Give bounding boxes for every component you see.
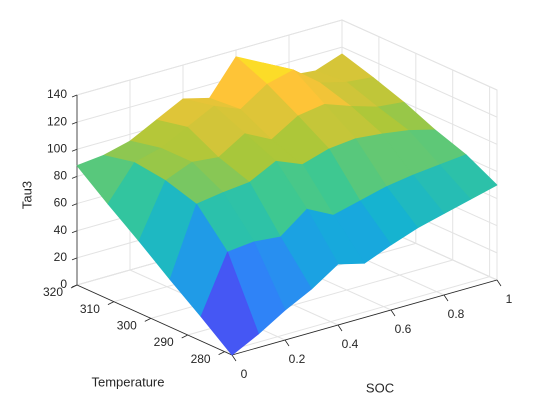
tick-mark	[107, 301, 115, 306]
z-tick-label: 20	[54, 250, 68, 264]
y-tick-label: 320	[43, 285, 63, 299]
tick-mark	[284, 339, 290, 347]
grid-line	[341, 19, 498, 91]
tick-mark	[70, 284, 78, 289]
tick-mark	[390, 309, 396, 317]
y-axis-label: Temperature	[92, 374, 165, 389]
y-tick-label: 290	[154, 335, 174, 349]
y-tick-label: 300	[117, 319, 137, 333]
tick-mark	[337, 324, 343, 332]
x-tick-label: 0.4	[342, 337, 359, 351]
z-tick-label: 40	[54, 223, 68, 237]
grid-line	[76, 46, 343, 123]
tick-mark	[181, 334, 188, 339]
x-axis-label: SOC	[366, 380, 394, 395]
z-tick-label: 100	[47, 141, 67, 155]
z-tick-label: 140	[47, 87, 67, 101]
z-tick-label: 120	[47, 114, 67, 128]
surface-cell	[200, 251, 259, 356]
tick-mark	[71, 121, 78, 125]
y-tick-label: 310	[80, 302, 100, 316]
x-tick-label: 0.6	[395, 322, 412, 336]
tick-mark	[218, 351, 225, 356]
grid-line	[76, 19, 343, 96]
tick-mark	[71, 176, 78, 179]
y-tick-label: 280	[191, 352, 211, 366]
z-tick-label: 0	[60, 277, 67, 291]
tick-mark	[71, 230, 78, 234]
tick-mark	[443, 294, 449, 302]
tick-mark	[231, 354, 237, 362]
x-tick-label: 1	[506, 292, 513, 306]
x-tick-label: 0.2	[289, 352, 306, 366]
z-axis-label: Tau3	[19, 181, 34, 209]
axis-line	[76, 284, 233, 356]
axis-line	[231, 279, 498, 356]
z-tick-label: 80	[54, 169, 68, 183]
x-tick-label: 0.8	[448, 307, 465, 321]
grid-line	[224, 276, 490, 353]
tick-mark	[71, 148, 78, 152]
tick-mark	[71, 203, 78, 206]
z-tick-label: 60	[54, 196, 68, 210]
grid-line	[341, 46, 498, 118]
tick-mark	[496, 279, 502, 287]
tick-mark	[144, 317, 151, 322]
tick-mark	[71, 257, 78, 261]
x-tick-label: 0	[241, 367, 248, 381]
tick-mark	[71, 94, 78, 98]
